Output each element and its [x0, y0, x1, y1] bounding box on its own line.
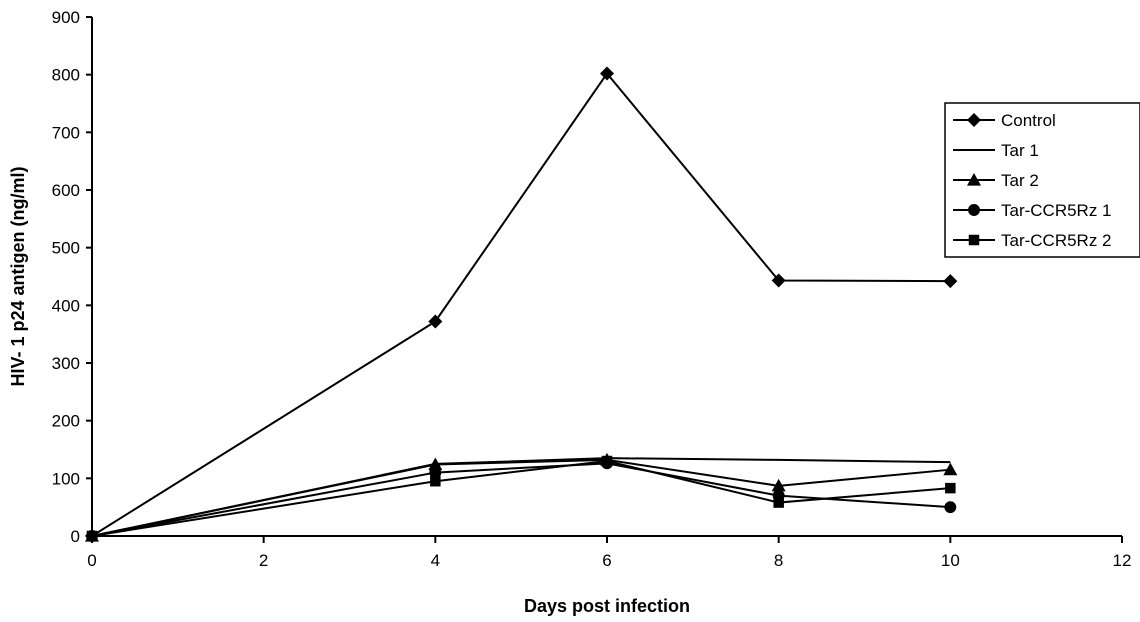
y-tick-label: 0	[71, 527, 80, 546]
legend-label: Tar 1	[1001, 141, 1039, 160]
y-tick-label: 500	[52, 239, 80, 258]
legend-label: Tar 2	[1001, 171, 1039, 190]
y-tick-label: 900	[52, 8, 80, 27]
series-line	[91, 460, 951, 537]
x-axis-title: Days post infection	[524, 596, 690, 616]
square-marker	[945, 482, 956, 494]
diamond-marker	[771, 273, 786, 288]
x-tick-label: 6	[602, 551, 611, 570]
x-tick-label: 12	[1113, 551, 1132, 570]
y-tick-label: 100	[52, 469, 80, 488]
legend-item: Tar 2	[953, 171, 1039, 190]
x-tick-label: 10	[941, 551, 960, 570]
diamond-marker	[943, 274, 958, 289]
x-tick-label: 2	[259, 551, 268, 570]
triangle-marker	[967, 173, 981, 186]
legend-box	[944, 102, 1140, 258]
circle-marker	[968, 204, 980, 216]
circle-marker	[944, 501, 957, 514]
square-marker	[968, 234, 980, 246]
legend-label: Control	[1001, 111, 1056, 130]
y-tick-label: 800	[52, 66, 80, 85]
y-tick-label: 300	[52, 354, 80, 373]
square-marker	[430, 475, 441, 487]
series-line	[91, 71, 951, 537]
square-marker	[86, 530, 98, 542]
circle-marker	[429, 466, 442, 479]
series-tar-ccr5rz-1	[86, 457, 957, 542]
triangle-marker	[771, 478, 786, 492]
y-tick-label: 600	[52, 181, 80, 200]
triangle-marker	[428, 457, 443, 471]
x-axis-ticks: 0 2 4 6 8 10 12	[87, 536, 1131, 570]
x-tick-label: 0	[87, 551, 96, 570]
legend-item: Control	[953, 111, 1056, 130]
legend-item: Tar 1	[953, 141, 1039, 160]
y-tick-label: 400	[52, 296, 80, 315]
x-tick-label: 4	[431, 551, 440, 570]
legend-item: Tar-CCR5Rz 2	[953, 231, 1112, 250]
square-marker	[601, 455, 613, 467]
series-tar-ccr5rz-2	[86, 455, 956, 542]
series-tar-1	[91, 457, 951, 537]
legend: Control Tar 1 Tar 2 Tar-CCR5Rz 1 Tar-CCR5Rz …	[944, 102, 1140, 258]
legend-label: Tar-CCR5Rz 2	[1001, 231, 1112, 250]
series-tar-2	[85, 452, 958, 542]
y-axis-title: HIV- 1 p24 antigen (ng/ml)	[8, 166, 28, 386]
series-layer	[85, 66, 958, 543]
y-tick-label: 700	[52, 123, 80, 142]
square-marker	[773, 497, 784, 508]
triangle-marker	[943, 462, 958, 476]
diamond-marker	[967, 113, 981, 127]
y-axis-ticks: 0 100 200 300 400 500 600 700 800 900	[52, 8, 92, 546]
legend-item: Tar-CCR5Rz 1	[953, 201, 1112, 220]
diamond-marker	[600, 66, 614, 81]
x-tick-label: 8	[774, 551, 783, 570]
series-line	[91, 457, 951, 537]
y-tick-label: 200	[52, 412, 80, 431]
legend-label: Tar-CCR5Rz 1	[1001, 201, 1112, 220]
diamond-marker	[428, 314, 443, 329]
